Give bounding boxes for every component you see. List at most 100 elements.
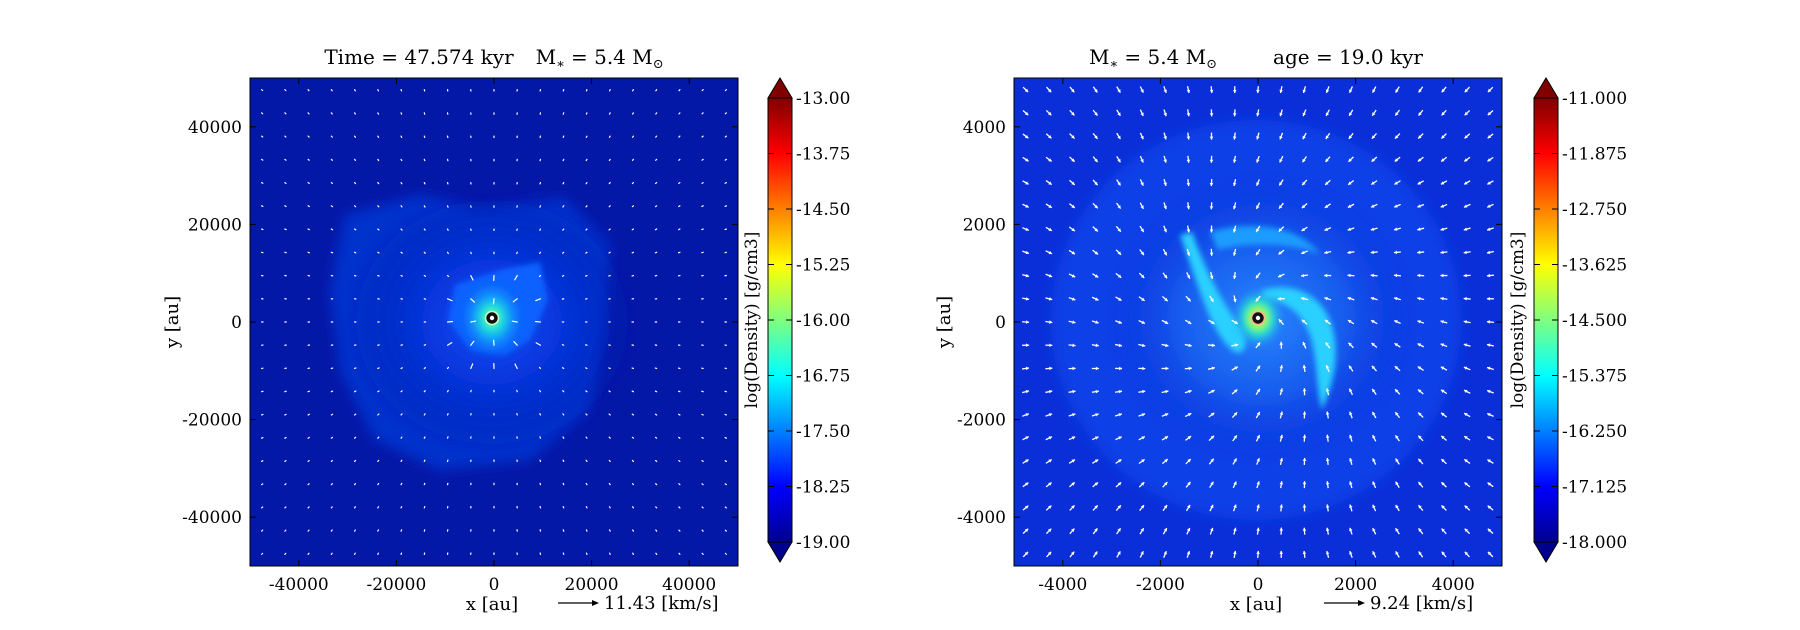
velocity-arrowhead: [1024, 88, 1029, 93]
velocity-vector: [539, 228, 542, 231]
velocity-arrowhead: [1441, 551, 1446, 556]
velocity-vector: [655, 506, 658, 509]
colorbar-tick-label: -13.00: [796, 89, 850, 109]
velocity-arrowhead: [1072, 366, 1076, 371]
velocity-arrowhead: [1047, 528, 1052, 533]
panel-right: M∗ = 5.4 M⊙ age = 19.0 kyr -4000 -2000 0 2000…: [934, 45, 1627, 615]
velocity-arrowhead: [1210, 527, 1214, 532]
velocity-arrowhead: [1071, 135, 1075, 139]
velocity-arrowhead: [1094, 482, 1099, 486]
panel-left-title: Time = 47.574 kyr M∗ = 5.4 M⊙: [324, 45, 663, 72]
velocity-arrowhead: [1256, 205, 1260, 209]
velocity-vector: [655, 483, 658, 486]
velocity-arrowhead: [1048, 389, 1053, 394]
velocity-arrowhead: [1209, 182, 1214, 187]
velocity-vector: [562, 413, 565, 416]
velocity-arrowhead: [1440, 204, 1445, 208]
velocity-vector: [377, 89, 380, 92]
velocity-arrowhead: [1024, 505, 1029, 509]
x-tick-label: -2000: [1136, 575, 1185, 595]
velocity-arrowhead: [1256, 504, 1260, 508]
velocity-arrowhead: [1117, 251, 1122, 255]
velocity-vector: [307, 483, 310, 486]
velocity-vector: [377, 251, 380, 254]
velocity-arrowhead: [1372, 388, 1376, 393]
velocity-arrowhead: [1024, 134, 1029, 139]
velocity-arrowhead: [1211, 389, 1215, 394]
velocity-arrowhead: [1024, 111, 1029, 116]
velocity-arrowhead: [1256, 89, 1260, 94]
velocity-arrowhead: [1463, 320, 1467, 324]
velocity-arrowhead: [1211, 343, 1216, 348]
velocity-vector: [562, 390, 565, 393]
velocity-vector: [423, 413, 426, 416]
velocity-arrowhead: [1141, 297, 1145, 301]
velocity-vector: [724, 483, 727, 486]
velocity-vector: [423, 274, 427, 277]
velocity-vector: [377, 390, 380, 393]
velocity-vector: [330, 228, 334, 231]
velocity-arrowhead: [1094, 158, 1098, 163]
velocity-arrowhead: [1141, 413, 1146, 417]
x-tick-label: 20000: [565, 575, 619, 595]
velocity-arrowhead: [1393, 250, 1398, 255]
colorbar-ticks-right: -11.000 -11.875 -12.750 -13.625 -14.500 -15.3…: [1534, 89, 1627, 553]
velocity-arrowhead: [1487, 134, 1492, 139]
velocity-vector: [655, 529, 658, 532]
velocity-vector: [724, 413, 727, 416]
velocity-vector: [631, 482, 635, 486]
velocity-arrowhead: [1487, 528, 1492, 533]
velocity-arrowhead: [1256, 388, 1260, 393]
velocity-arrowhead: [1165, 343, 1169, 348]
velocity-vector: [330, 529, 333, 532]
velocity-arrowhead: [1486, 273, 1491, 278]
velocity-arrowhead: [1048, 297, 1053, 301]
velocity-arrowhead: [1071, 505, 1075, 509]
velocity-arrowhead: [1163, 528, 1167, 532]
velocity-vector: [353, 482, 357, 486]
velocity-vector: [562, 436, 565, 439]
velocity-arrowhead: [1325, 89, 1330, 93]
velocity-arrowhead: [1256, 159, 1260, 163]
velocity-arrowhead: [1095, 297, 1099, 301]
velocity-vector: [261, 158, 264, 161]
velocity-arrowhead: [1049, 343, 1053, 348]
velocity-arrowhead: [1463, 227, 1468, 231]
velocity-arrowhead: [1140, 159, 1144, 163]
velocity-vector: [724, 181, 727, 184]
x-tick-label: 0: [489, 575, 500, 595]
velocity-arrowhead: [1325, 434, 1330, 438]
velocity-arrowhead: [1233, 389, 1238, 393]
velocity-vector: [353, 89, 356, 92]
y-tick-label: -4000: [957, 508, 1006, 528]
velocity-vector: [701, 483, 704, 486]
velocity-vector: [307, 181, 310, 185]
velocity-arrowhead: [1370, 296, 1375, 301]
velocity-vector: [678, 436, 681, 439]
velocity-vector: [377, 367, 380, 370]
velocity-vector: [655, 89, 658, 92]
velocity-arrowhead: [1417, 227, 1421, 231]
velocity-arrowhead: [1071, 112, 1075, 116]
velocity-arrowhead: [1071, 436, 1076, 440]
velocity-vector: [562, 135, 565, 138]
velocity-arrowhead: [1464, 436, 1468, 440]
velocity-arrowhead: [1095, 366, 1099, 371]
velocity-arrowhead: [1372, 458, 1376, 462]
x-axis-label-left: x [au]: [466, 594, 518, 615]
velocity-arrowhead: [1324, 227, 1329, 231]
velocity-arrowhead: [1140, 505, 1145, 509]
velocity-arrowhead: [1232, 136, 1237, 140]
velocity-arrowhead: [1187, 413, 1192, 417]
velocity-arrowhead: [1487, 482, 1492, 486]
velocity-arrowhead: [1048, 135, 1052, 139]
velocity-arrowhead: [1348, 158, 1352, 162]
y-tick-label: 4000: [963, 118, 1006, 138]
velocity-arrowhead: [1349, 551, 1353, 555]
velocity-arrowhead: [1117, 158, 1121, 163]
velocity-vector: [307, 390, 310, 393]
velocity-arrowhead: [1371, 365, 1376, 370]
velocity-vector: [423, 205, 426, 208]
velocity-arrowhead: [1395, 551, 1399, 555]
velocity-arrowhead: [1441, 528, 1445, 532]
